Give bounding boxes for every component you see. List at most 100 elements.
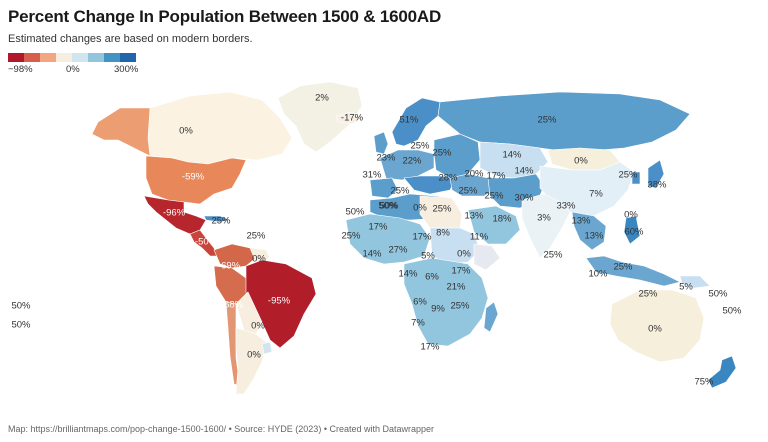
region-east-africa[interactable] [473, 243, 501, 271]
region-label-saudi: 13% [464, 210, 484, 222]
region-label-spain: 25% [390, 185, 410, 197]
region-iceland[interactable] [335, 111, 363, 125]
region-label-algeria: 50% [379, 200, 399, 212]
region-label-melanesia-2: 50% [722, 305, 742, 317]
region-label-baltic: 25% [410, 140, 430, 152]
map-source-footer: Map: https://brilliantmaps.com/pop-chang… [8, 424, 435, 434]
region-japan[interactable] [647, 159, 665, 189]
world-map[interactable]: 2% -17% 0% -59% -96% 25% -50% 25% -69% 0% -68% -95%… [0, 78, 768, 418]
region-label-guyana: 0% [252, 253, 266, 265]
region-label-peru: -68% [220, 299, 244, 311]
region-png[interactable] [679, 275, 711, 289]
region-label-niger: 17% [412, 231, 432, 243]
region-label-drc: 6% [425, 271, 439, 283]
region-label-uzbek: 17% [486, 170, 506, 182]
region-canada[interactable] [147, 91, 293, 165]
region-label-congo: 14% [398, 268, 418, 280]
region-arabia[interactable] [467, 205, 521, 245]
region-label-brazil: -95% [267, 295, 291, 307]
region-label-central-america: -50% [194, 236, 218, 248]
region-label-taiwan: 0% [624, 209, 638, 221]
legend-swatch [120, 53, 136, 62]
region-label-new-zealand: 75% [694, 376, 714, 388]
region-label-borneo: 25% [613, 261, 633, 273]
region-label-guinea: 14% [362, 248, 382, 260]
region-label-libya: 0% [413, 202, 427, 214]
region-label-kyrgyz: 14% [514, 165, 534, 177]
region-label-south-africa: 17% [420, 341, 440, 353]
region-scandinavia[interactable] [391, 97, 441, 147]
region-label-afghanistan: 30% [514, 192, 534, 204]
region-new-zealand[interactable] [707, 355, 737, 389]
region-uk[interactable] [373, 131, 389, 155]
region-label-png: 5% [679, 281, 693, 293]
region-iberia[interactable] [369, 177, 399, 199]
map-title: Percent Change In Population Between 150… [8, 7, 442, 26]
region-usa[interactable] [145, 155, 247, 205]
legend-ticks: −98% 0% 300% [8, 62, 139, 75]
region-label-greenland: 2% [315, 92, 329, 104]
region-label-mexico: -96% [162, 207, 186, 219]
region-label-cuba: 25% [211, 215, 231, 227]
region-korea[interactable] [631, 171, 641, 185]
region-label-egypt: 25% [432, 203, 452, 215]
region-label-indonesia: 25% [638, 288, 658, 300]
region-label-scandinavia: 51% [399, 114, 419, 126]
region-label-oman: 18% [492, 213, 512, 225]
region-label-pacific-2: 50% [11, 319, 31, 331]
region-alaska[interactable] [91, 107, 151, 157]
world-map-svg [91, 81, 737, 395]
region-label-mali: 17% [368, 221, 388, 233]
region-india[interactable] [521, 193, 571, 259]
region-label-zambia: 9% [431, 303, 445, 315]
region-label-sudan: 11% [469, 231, 489, 243]
region-philippines[interactable] [623, 215, 641, 245]
region-paraguay[interactable] [235, 291, 263, 335]
region-cuba[interactable] [203, 215, 232, 223]
legend-swatch [88, 53, 104, 62]
region-label-venezuela: -69% [217, 260, 241, 272]
region-label-iceland: -17% [340, 112, 364, 124]
region-label-vietnam: 13% [584, 230, 604, 242]
region-argentina[interactable] [235, 327, 267, 395]
region-indonesia[interactable] [585, 255, 681, 287]
region-guyana[interactable] [249, 247, 271, 263]
region-label-germany: 22% [402, 155, 422, 167]
region-label-philippines: 60% [624, 226, 644, 238]
legend-swatch [104, 53, 120, 62]
region-label-mongolia: 0% [574, 155, 588, 167]
region-label-belarus: 25% [432, 147, 452, 159]
region-label-italy: 50% [378, 200, 398, 212]
legend-max-label: 300% [114, 64, 139, 75]
region-uruguay[interactable] [261, 341, 273, 355]
region-label-melanesia-1: 50% [708, 288, 728, 300]
region-central-africa[interactable] [403, 257, 489, 347]
region-label-pakistan: 3% [537, 212, 551, 224]
legend-swatch [24, 53, 40, 62]
region-label-namibia: 7% [411, 317, 425, 329]
region-label-ukraine: 28% [438, 172, 458, 184]
region-venezuela[interactable] [213, 243, 257, 269]
region-label-tanzania: 21% [446, 281, 466, 293]
legend-gradient-bar [8, 53, 136, 62]
region-label-kenya: 17% [451, 265, 471, 277]
region-label-kazakh-east: 14% [502, 149, 522, 161]
region-southeast-asia[interactable] [571, 211, 607, 251]
region-west-africa[interactable] [345, 213, 431, 265]
region-label-usa: -59% [181, 171, 205, 183]
region-australia[interactable] [609, 289, 705, 363]
region-russia[interactable] [437, 91, 691, 153]
color-legend: −98% 0% 300% [8, 53, 139, 75]
region-label-russia: 25% [537, 114, 557, 126]
region-label-uk: 23% [376, 152, 396, 164]
region-label-sri-lanka: 25% [543, 249, 563, 261]
region-label-car: 5% [421, 250, 435, 262]
region-label-kazakh-west: 20% [464, 168, 484, 180]
region-madagascar[interactable] [483, 301, 499, 333]
legend-swatch [72, 53, 88, 62]
region-label-ethiopia: 0% [457, 248, 471, 260]
region-greenland[interactable] [277, 81, 363, 153]
region-label-india-north: 33% [556, 200, 576, 212]
region-label-pacific-1: 50% [11, 300, 31, 312]
region-label-argentina: 0% [247, 349, 261, 361]
